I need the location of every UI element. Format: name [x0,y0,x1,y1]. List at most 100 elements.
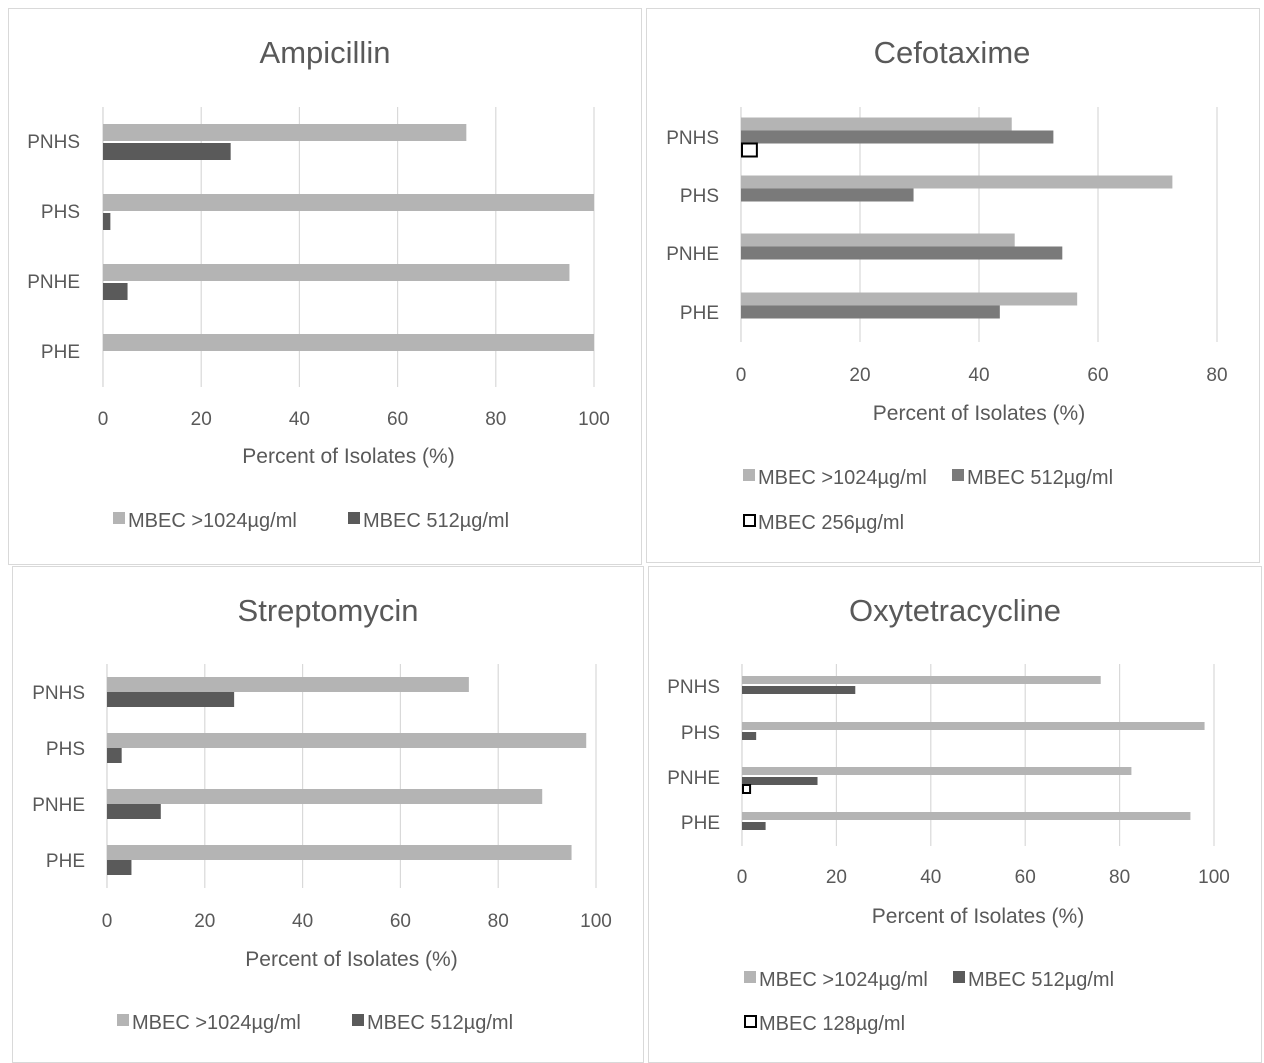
oxytetracycline-x-tick-label: 0 [737,867,748,888]
cefotaxime-category-label: PNHS [666,128,719,149]
oxytetracycline-category-label: PNHE [667,768,720,789]
cefotaxime-bar [741,117,1012,131]
cefotaxime-bar [741,130,1054,144]
oxytetracycline-bar [742,812,1191,820]
cefotaxime-category-label: PHE [680,303,719,324]
streptomycin-bar [107,845,572,860]
streptomycin-bar [107,748,122,763]
oxytetracycline-legend-swatch [744,1015,757,1028]
cefotaxime-x-tick-label: 60 [1087,365,1108,386]
ampicillin-legend-swatch [348,512,360,524]
ampicillin-chart-title: Ampicillin [260,35,391,70]
streptomycin-bar [107,860,132,875]
ampicillin-category-label: PHS [41,202,80,223]
ampicillin-legend-label: MBEC 512µg/ml [363,510,509,532]
streptomycin-bar [107,677,469,692]
streptomycin-x-tick-label: 40 [292,911,313,932]
oxytetracycline-x-tick-label: 80 [1109,867,1130,888]
oxytetracycline-bar [742,722,1205,730]
oxytetracycline-x-tick-label: 100 [1198,867,1230,888]
streptomycin-x-tick-label: 100 [580,911,612,932]
streptomycin-x-tick-label: 80 [488,911,509,932]
cefotaxime-bar [741,246,1063,260]
oxytetracycline-x-axis-title: Percent of Isolates (%) [872,905,1084,928]
cefotaxime-category-label: PHS [680,186,719,207]
streptomycin-bar [107,692,235,707]
streptomycin-bar [107,733,587,748]
streptomycin-legend-label: MBEC 512µg/ml [367,1012,513,1034]
cefotaxime-x-axis-title: Percent of Isolates (%) [873,402,1085,425]
oxytetracycline-legend-label: MBEC >1024µg/ml [759,969,928,991]
streptomycin-legend-swatch [117,1014,129,1026]
streptomycin-bar [107,789,543,804]
oxytetracycline-x-tick-label: 60 [1015,867,1036,888]
oxytetracycline-x-tick-label: 40 [920,867,941,888]
cefotaxime-legend-label: MBEC 512µg/ml [967,467,1113,489]
ampicillin-category-label: PNHE [27,272,80,293]
oxytetracycline-category-label: PHE [681,813,720,834]
cefotaxime-legend-label: MBEC >1024µg/ml [758,467,927,489]
streptomycin-x-tick-label: 60 [390,911,411,932]
ampicillin-legend-label: MBEC >1024µg/ml [128,510,297,532]
ampicillin-legend-swatch [113,512,125,524]
ampicillin-bar [103,283,128,300]
cefotaxime-bar [741,233,1015,247]
oxytetracycline-legend-swatch [744,971,756,983]
ampicillin-x-tick-label: 60 [387,409,408,430]
cefotaxime-bar [741,305,1000,319]
oxytetracycline-chart-title: Oxytetracycline [849,593,1061,628]
streptomycin-category-label: PNHS [32,683,85,704]
oxytetracycline-bar [742,777,818,785]
ampicillin-x-tick-label: 100 [578,409,610,430]
streptomycin-category-label: PNHE [32,795,85,816]
ampicillin-bar [103,213,111,230]
ampicillin-x-tick-label: 40 [289,409,310,430]
streptomycin-legend-label: MBEC >1024µg/ml [132,1012,301,1034]
oxytetracycline-bar [742,686,856,694]
ampicillin-bar [103,264,570,281]
cefotaxime-chart-title: Cefotaxime [874,35,1031,70]
cefotaxime-x-tick-label: 80 [1206,365,1227,386]
streptomycin-category-label: PHE [46,851,85,872]
ampicillin-x-axis-title: Percent of Isolates (%) [242,445,454,468]
cefotaxime-legend-label: MBEC 256µg/ml [758,512,904,534]
cefotaxime-bar [741,188,914,202]
cefotaxime-category-label: PNHE [666,244,719,265]
ampicillin-bar [103,334,594,351]
cefotaxime-bar [741,142,758,158]
oxytetracycline-legend-swatch [953,971,965,983]
cefotaxime-x-tick-label: 20 [849,365,870,386]
streptomycin-x-tick-label: 20 [194,911,215,932]
oxytetracycline-x-tick-label: 20 [826,867,847,888]
streptomycin-category-label: PHS [46,739,85,760]
oxytetracycline-bar [742,784,752,794]
oxytetracycline-bar [742,822,766,830]
streptomycin-x-tick-label: 0 [102,911,113,932]
streptomycin-chart-title: Streptomycin [238,593,419,628]
streptomycin-legend-swatch [352,1014,364,1026]
oxytetracycline-bar [742,732,757,740]
oxytetracycline-category-label: PNHS [667,677,720,698]
streptomycin-bar [107,804,161,819]
oxytetracycline-legend-label: MBEC 128µg/ml [759,1013,905,1035]
cefotaxime-bar [741,175,1173,189]
ampicillin-x-tick-label: 20 [191,409,212,430]
cefotaxime-legend-swatch [743,469,755,481]
ampicillin-x-tick-label: 0 [98,409,109,430]
oxytetracycline-bar [742,676,1101,684]
cefotaxime-bar [741,292,1078,306]
cefotaxime-x-tick-label: 0 [736,365,747,386]
ampicillin-category-label: PHE [41,342,80,363]
oxytetracycline-category-label: PHS [681,723,720,744]
cefotaxime-legend-swatch [743,514,756,527]
oxytetracycline-legend-label: MBEC 512µg/ml [968,969,1114,991]
cefotaxime-legend-swatch [952,469,964,481]
ampicillin-bar [103,194,594,211]
cefotaxime-x-tick-label: 40 [968,365,989,386]
oxytetracycline-bar [742,767,1132,775]
ampicillin-x-tick-label: 80 [485,409,506,430]
ampicillin-category-label: PNHS [27,132,80,153]
ampicillin-bar [103,124,467,141]
streptomycin-x-axis-title: Percent of Isolates (%) [245,948,457,971]
